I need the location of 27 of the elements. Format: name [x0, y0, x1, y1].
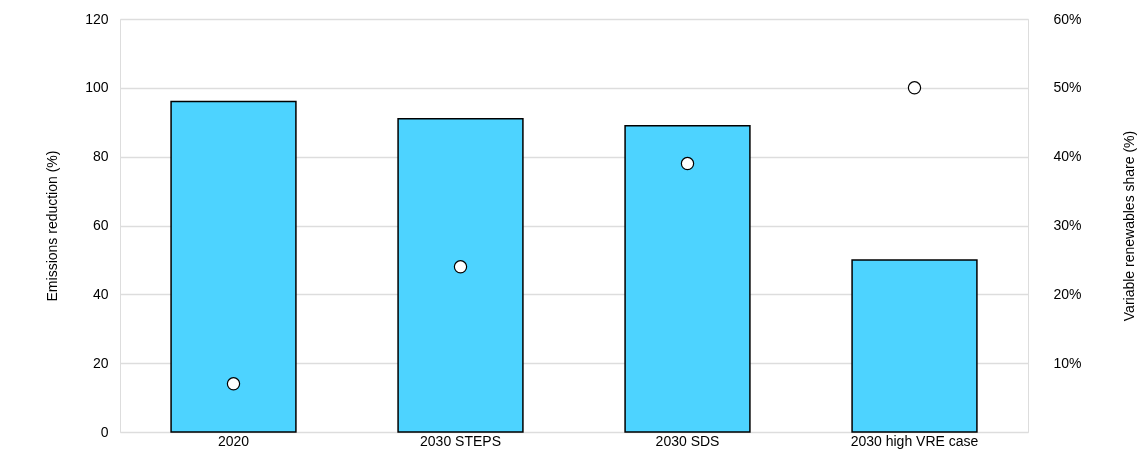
y2-tick-label: 30% — [1053, 217, 1082, 233]
x-tick-label: 2030 SDS — [655, 432, 720, 449]
point — [680, 156, 695, 171]
y-tick-label: 60 — [92, 217, 109, 233]
point — [907, 81, 922, 95]
y2-tick-label: 40% — [1053, 148, 1082, 165]
y-tick-label: 20 — [92, 354, 109, 371]
y-axis-title: Emissions reduction (%) — [44, 150, 61, 302]
x-tick-label: 2030 high VRE case — [850, 432, 979, 449]
x-tick-label: 2030 STEPS — [420, 432, 501, 449]
y-tick-label: 120 — [85, 10, 109, 27]
y2-tick-label: 50% — [1053, 79, 1082, 96]
x-tick-label: 2020 — [217, 432, 250, 449]
point — [226, 377, 241, 391]
y2-tick-label: 60% — [1053, 10, 1082, 27]
bar — [624, 124, 751, 433]
y2-axis-title: Variable renewables share (%) — [1120, 130, 1137, 322]
y-tick-label: 40 — [92, 285, 109, 302]
y-tick-label: 0 — [100, 423, 109, 440]
bar — [397, 118, 524, 433]
bar — [170, 100, 297, 433]
y-tick-label: 100 — [85, 79, 109, 96]
y2-tick-label: 10% — [1053, 354, 1082, 371]
point — [453, 260, 468, 274]
bar — [851, 259, 978, 433]
y2-tick-label: 20% — [1053, 285, 1082, 302]
y-tick-label: 80 — [92, 148, 109, 165]
